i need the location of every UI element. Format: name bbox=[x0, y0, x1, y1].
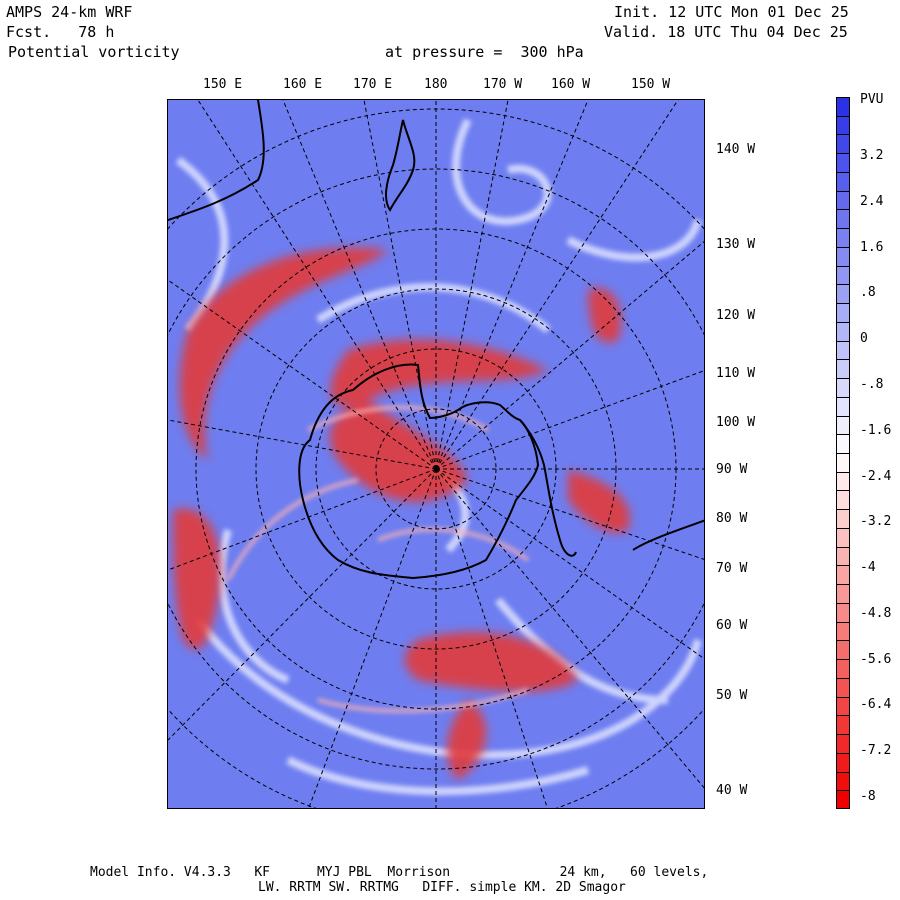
colorbar-level bbox=[837, 435, 849, 454]
colorbar-tick-label: 0 bbox=[860, 331, 868, 347]
lon-label-top: 160 W bbox=[551, 77, 591, 92]
antarctica-coast bbox=[298, 363, 540, 580]
colorbar-level bbox=[837, 322, 849, 342]
lon-label-right: 120 W bbox=[716, 308, 756, 323]
colorbar-level bbox=[837, 341, 849, 361]
colorbar-level bbox=[837, 791, 849, 808]
new-zealand-coast bbox=[385, 119, 416, 212]
colorbar-level bbox=[837, 229, 849, 248]
colorbar-level bbox=[837, 210, 849, 230]
colorbar-tick-label: .8 bbox=[860, 285, 876, 301]
lon-label-right: 60 W bbox=[716, 618, 748, 633]
australia-coast bbox=[168, 100, 265, 221]
colorbar-level bbox=[837, 753, 849, 773]
colorbar-tick-label: -1.6 bbox=[860, 422, 892, 438]
map-canvas bbox=[168, 100, 704, 808]
lon-label-right: 70 W bbox=[716, 561, 748, 576]
lon-label-right: 80 W bbox=[716, 511, 748, 526]
colorbar-level bbox=[837, 660, 849, 679]
colorbar-level bbox=[837, 510, 849, 529]
lon-label-right: 90 W bbox=[716, 462, 748, 477]
lon-label-right: 100 W bbox=[716, 415, 756, 430]
init-time: Init. 12 UTC Mon 01 Dec 25 bbox=[614, 3, 849, 21]
colorbar-level bbox=[837, 360, 849, 380]
lon-label-top: 170 W bbox=[483, 77, 523, 92]
colorbar-tick-label: -.8 bbox=[860, 376, 884, 392]
antarctic-peninsula bbox=[519, 419, 577, 557]
colorbar-tick-label: -8 bbox=[860, 789, 876, 804]
colorbar-level bbox=[837, 585, 849, 604]
colorbar-tick-label: -6.4 bbox=[860, 697, 892, 713]
colorbar-tick-label: -7.2 bbox=[860, 743, 892, 759]
colorbar-level bbox=[837, 191, 849, 211]
colorbar-level bbox=[837, 172, 849, 192]
lon-label-right: 110 W bbox=[716, 366, 756, 381]
colorbar-tick-label: -4.8 bbox=[860, 605, 892, 621]
colorbar-level bbox=[837, 135, 849, 155]
valid-time: Valid. 18 UTC Thu 04 Dec 25 bbox=[604, 23, 848, 41]
lon-label-right: 140 W bbox=[716, 142, 756, 157]
colorbar-level bbox=[837, 735, 849, 754]
colorbar-level bbox=[837, 454, 849, 473]
colorbar-units: PVU bbox=[860, 92, 884, 107]
lon-label-top: 180 bbox=[424, 77, 448, 92]
colorbar-tick-label: 2.4 bbox=[860, 193, 884, 209]
colorbar bbox=[836, 97, 850, 809]
colorbar-level bbox=[837, 397, 849, 417]
lon-label-right: 130 W bbox=[716, 237, 756, 252]
colorbar-level bbox=[837, 603, 849, 623]
colorbar-level bbox=[837, 528, 849, 548]
colorbar-level bbox=[837, 678, 849, 698]
colorbar-level bbox=[837, 697, 849, 717]
colorbar-level bbox=[837, 304, 849, 323]
colorbar-level bbox=[837, 285, 849, 305]
colorbar-level bbox=[837, 547, 849, 567]
lon-label-right: 50 W bbox=[716, 688, 748, 703]
colorbar-tick-label: 1.6 bbox=[860, 239, 884, 255]
colorbar-level bbox=[837, 641, 849, 661]
model-info: Model Info. V4.3.3 KF MYJ PBL Morrison 2… bbox=[90, 865, 709, 880]
field-name: Potential vorticity bbox=[8, 43, 180, 61]
colorbar-level bbox=[837, 154, 849, 173]
colorbar-level bbox=[837, 98, 849, 117]
colorbar-level bbox=[837, 566, 849, 586]
lon-label-top: 150 E bbox=[203, 77, 243, 92]
model-title: AMPS 24-km WRF bbox=[6, 3, 133, 21]
lon-label-right: 40 W bbox=[716, 783, 748, 798]
colorbar-level bbox=[837, 622, 849, 642]
colorbar-tick-label: -4 bbox=[860, 560, 876, 576]
colorbar-tick-label: -5.6 bbox=[860, 651, 892, 667]
lon-label-top: 150 W bbox=[631, 77, 671, 92]
coastlines bbox=[168, 100, 704, 580]
colorbar-level bbox=[837, 379, 849, 398]
colorbar-level bbox=[837, 716, 849, 736]
forecast-hour: Fcst. 78 h bbox=[6, 23, 115, 41]
pressure-level: at pressure = 300 hPa bbox=[385, 43, 584, 61]
colorbar-tick-label: 3.2 bbox=[860, 148, 884, 163]
colorbar-level bbox=[837, 491, 849, 511]
colorbar-tick-label: -2.4 bbox=[860, 468, 892, 484]
colorbar-level bbox=[837, 116, 849, 136]
pv-map bbox=[167, 99, 705, 809]
meridians bbox=[168, 100, 704, 808]
lon-label-top: 160 E bbox=[283, 77, 323, 92]
lon-label-top: 170 E bbox=[353, 77, 393, 92]
colorbar-level bbox=[837, 247, 849, 267]
colorbar-level bbox=[837, 472, 849, 492]
colorbar-tick-label: -3.2 bbox=[860, 514, 892, 530]
colorbar-level bbox=[837, 416, 849, 436]
colorbar-level bbox=[837, 772, 849, 792]
south-america-coast bbox=[632, 519, 704, 551]
colorbar-level bbox=[837, 266, 849, 286]
physics-info: LW. RRTM SW. RRTMG DIFF. simple KM. 2D S… bbox=[258, 880, 626, 895]
